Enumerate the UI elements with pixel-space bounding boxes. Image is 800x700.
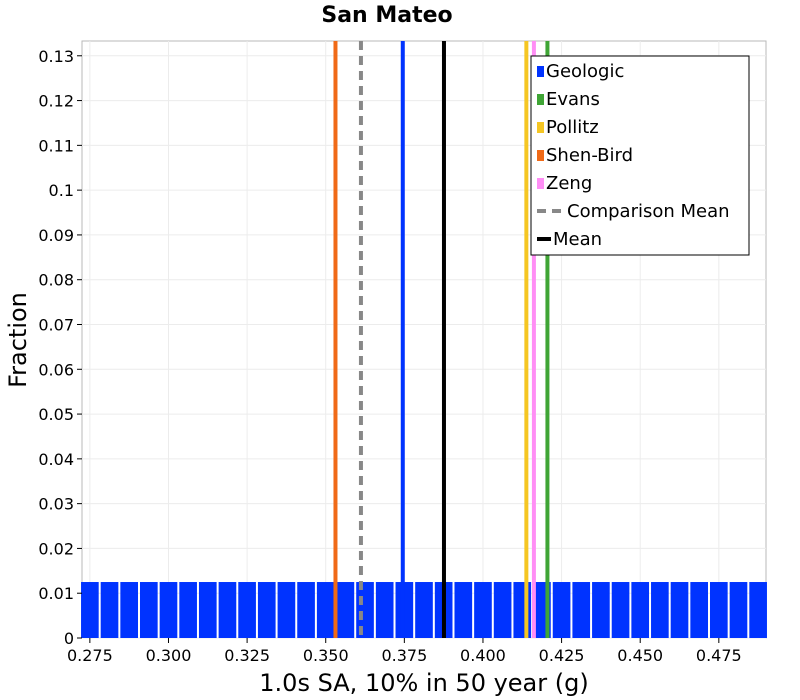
- bar-geologic: [140, 582, 158, 638]
- bar-geologic: [375, 582, 394, 638]
- y-tick-label: 0.07: [38, 315, 74, 334]
- chart-title: San Mateo: [321, 3, 452, 28]
- legend-swatch-geologic: [537, 66, 544, 77]
- bar-geologic: [454, 582, 473, 638]
- y-tick-label: 0.05: [38, 405, 74, 424]
- legend-label-geologic: Geologic: [546, 61, 624, 82]
- y-tick-label: 0.13: [38, 47, 74, 66]
- x-tick-label: 0.325: [224, 646, 270, 665]
- y-tick-label: 0.09: [38, 226, 74, 245]
- bar-geologic: [651, 582, 669, 638]
- x-axis-title: 1.0s SA, 10% in 50 year (g): [259, 669, 588, 697]
- x-tick-label: 0.450: [617, 646, 663, 665]
- y-axis-ticks: 0 0.01 0.02 0.03 0.04 0.05 0.06 0.07 0.08 0.09 0.1…: [38, 47, 82, 648]
- y-tick-label: 0.03: [38, 495, 74, 514]
- bar-geologic: [552, 582, 571, 638]
- bar-geologic: [198, 582, 217, 638]
- bar-geologic: [474, 582, 492, 638]
- bar-geologic: [670, 582, 689, 638]
- bar-geologic: [257, 582, 276, 638]
- bar-geologic: [710, 582, 728, 638]
- x-tick-label: 0.425: [539, 646, 585, 665]
- legend-label-pollitz: Pollitz: [546, 117, 599, 138]
- y-axis-title: Fraction: [4, 292, 32, 388]
- x-tick-label: 0.300: [146, 646, 192, 665]
- x-tick-label: 0.400: [460, 646, 506, 665]
- bar-geologic: [316, 582, 335, 638]
- bar-geologic: [611, 582, 630, 638]
- legend-label-mean: Mean: [553, 229, 602, 250]
- y-tick-label: 0.04: [38, 450, 74, 469]
- legend-swatch-shen-bird: [537, 150, 544, 161]
- legend-label-shen-bird: Shen-Bird: [546, 145, 633, 166]
- bar-geologic: [690, 582, 708, 638]
- x-tick-label: 0.475: [696, 646, 742, 665]
- y-tick-label: 0.01: [38, 584, 74, 603]
- legend-box: [530, 55, 750, 256]
- bar-geologic: [729, 582, 748, 638]
- y-tick-label: 0.08: [38, 271, 74, 290]
- bar-geologic: [493, 582, 512, 638]
- bar-geologic: [100, 582, 119, 638]
- legend-label-evans: Evans: [546, 89, 600, 110]
- bar-geologic: [277, 582, 296, 638]
- x-tick-label: 0.275: [67, 646, 113, 665]
- bar-geologic: [572, 582, 591, 638]
- bar-geologic: [218, 582, 237, 638]
- bar-geologic: [592, 582, 610, 638]
- legend: Geologic Evans Pollitz Shen-Bird Zeng Compari…: [530, 55, 750, 256]
- x-tick-label: 0.350: [303, 646, 349, 665]
- x-axis-ticks: 0.275 0.300 0.325 0.350 0.375 0.400 0.425 0.450…: [67, 638, 742, 665]
- bar-geologic: [336, 582, 355, 638]
- bar-geologic: [631, 582, 650, 638]
- bar-geologic: [415, 582, 433, 638]
- legend-swatch-evans: [537, 94, 544, 105]
- y-tick-label: 0.1: [49, 181, 74, 200]
- legend-label-comparison-mean: Comparison Mean: [567, 201, 730, 222]
- bar-geologic: [81, 582, 99, 638]
- bar-geologic: [356, 582, 374, 638]
- bar-geologic: [120, 582, 138, 638]
- bars: [81, 582, 767, 638]
- y-tick-label: 0.02: [38, 539, 74, 558]
- y-tick-label: 0: [64, 629, 74, 648]
- bar-geologic: [297, 582, 315, 638]
- y-tick-label: 0.11: [38, 136, 74, 155]
- y-tick-label: 0.06: [38, 360, 74, 379]
- y-tick-label: 0.12: [38, 92, 74, 111]
- bar-geologic: [749, 582, 767, 638]
- bar-geologic: [179, 582, 197, 638]
- bar-geologic: [238, 582, 256, 638]
- legend-label-zeng: Zeng: [546, 173, 592, 194]
- x-tick-label: 0.375: [381, 646, 427, 665]
- bar-geologic: [159, 582, 178, 638]
- legend-swatch-zeng: [537, 178, 544, 189]
- legend-swatch-pollitz: [537, 122, 544, 133]
- bar-geologic: [513, 582, 532, 638]
